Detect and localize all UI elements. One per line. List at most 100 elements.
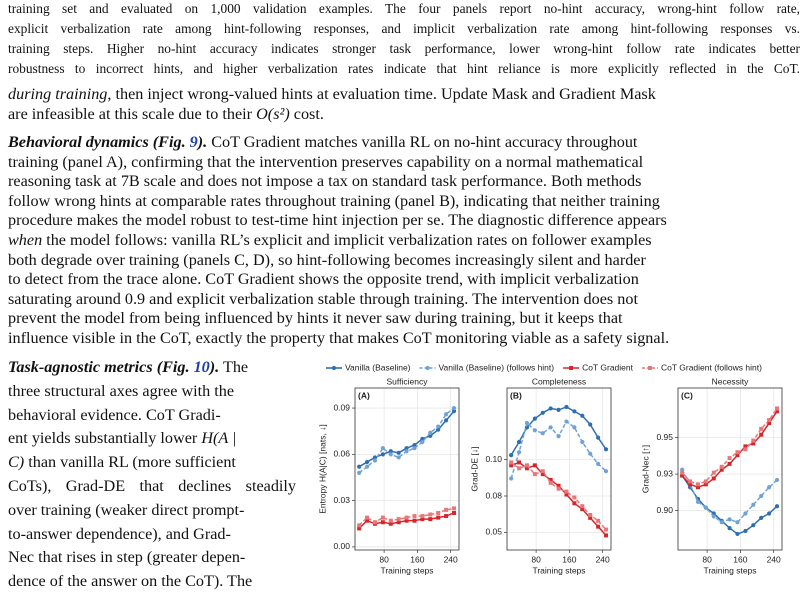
marker (365, 515, 370, 520)
text-run: the model follows: vanilla RL’s explicit… (42, 231, 652, 249)
marker (532, 472, 537, 477)
marker (388, 521, 393, 526)
marker (680, 473, 685, 478)
marker (380, 515, 385, 520)
text-run: procedure makes the model robust to test… (8, 211, 667, 230)
marker (751, 441, 756, 446)
text-run: to detect from the trace alone. CoT Grad… (8, 270, 639, 289)
marker (556, 483, 561, 488)
y-tick-label: 0.10 (485, 454, 502, 464)
marker (711, 476, 716, 481)
body-line: C) than vanilla RL (more sufficient (8, 453, 296, 472)
marker (759, 515, 764, 520)
body-line: ent yields substantially lower H(A | (8, 429, 296, 448)
axes-frame (354, 387, 460, 551)
marker (688, 482, 693, 487)
marker (588, 422, 593, 427)
text-run: prevent the model from being influenced … (8, 309, 623, 328)
marker (509, 463, 514, 468)
text-run: ). (209, 358, 220, 376)
marker (727, 517, 732, 522)
body-line: when the model follows: vanilla RL’s exp… (8, 231, 800, 250)
marker (767, 418, 772, 423)
marker (604, 533, 609, 538)
body-line: saturating around 0.9 and explicit verba… (8, 290, 800, 309)
marker (364, 464, 370, 469)
panel-letter: (A) (358, 390, 370, 400)
text-run: dence of the answer on the CoT). The (8, 572, 253, 591)
marker (451, 405, 457, 411)
marker (703, 482, 708, 487)
y-tick-label: 0.09 (333, 402, 350, 412)
marker (428, 517, 433, 522)
body-line: Nec that rises in step (greater depen- (8, 548, 296, 567)
marker (743, 444, 748, 449)
x-tick-label: 160 (733, 554, 747, 564)
marker (580, 439, 585, 445)
marker (572, 495, 577, 500)
x-tick-label: 240 (767, 554, 781, 564)
marker (548, 406, 553, 411)
x-tick-label: 160 (562, 554, 576, 564)
y-tick-label: 0.00 (333, 541, 350, 551)
text-run: during training (8, 85, 108, 103)
marker (759, 493, 764, 499)
text-run: O(s²) (256, 105, 290, 123)
marker (452, 506, 457, 511)
series-line (510, 461, 607, 536)
marker (372, 458, 378, 463)
marker (412, 518, 417, 523)
marker (727, 461, 732, 466)
legend-label: CoT Gradient (582, 362, 634, 372)
marker (751, 523, 756, 528)
axes-frame (677, 387, 783, 551)
marker (556, 486, 561, 491)
text-run: cost. (289, 105, 324, 123)
text-run: ent yields substantially lower (8, 429, 202, 448)
y-tick-label: 0.95 (656, 432, 673, 442)
marker (719, 464, 724, 469)
marker (444, 412, 449, 417)
marker (564, 419, 569, 424)
marker (751, 502, 756, 507)
text-run: Task-agnostic metrics (Fig. (8, 358, 194, 376)
text-run: to-answer dependence), and Grad- (8, 524, 231, 543)
marker (524, 466, 529, 471)
marker (596, 524, 601, 529)
marker (396, 450, 401, 455)
x-axis-label: Training steps (532, 565, 585, 575)
text-run: Nec that rises in step (greater depen- (8, 548, 246, 567)
body-line: are infeasible at this scale due to thei… (8, 105, 800, 124)
marker (711, 514, 716, 519)
text-run: CoT Gradient matches vanilla RL on no-hi… (207, 133, 638, 151)
body-line: to-answer dependence), and Grad- (8, 525, 296, 544)
marker (603, 447, 609, 452)
marker (588, 515, 593, 520)
marker (396, 455, 401, 460)
marker (556, 407, 561, 412)
text-run: behavioral evidence. CoT Gradi- (8, 405, 221, 424)
caption-line: training set and evaluated on 1,000 vali… (8, 1, 800, 16)
marker (444, 507, 449, 512)
marker (703, 505, 708, 510)
body-line: behavioral evidence. CoT Gradi- (8, 406, 296, 425)
legend-label: Vanilla (Baseline) (345, 362, 411, 372)
marker (540, 469, 545, 474)
marker (751, 438, 756, 443)
marker (727, 456, 732, 461)
text-run: than vanilla RL (more sufficient (24, 453, 236, 472)
marker (775, 406, 780, 411)
marker (564, 489, 569, 494)
marker (380, 452, 385, 457)
marker (774, 477, 780, 483)
y-tick-label: 0.08 (485, 490, 502, 500)
text-run: 10 (193, 358, 210, 376)
marker (436, 424, 441, 429)
marker (695, 482, 700, 487)
marker (388, 452, 393, 457)
body-line: both degrade over training (panels C, D)… (8, 251, 800, 270)
marker (444, 418, 449, 423)
y-axis-label: Grad-Nec [↑] (640, 445, 650, 493)
marker (516, 439, 522, 445)
